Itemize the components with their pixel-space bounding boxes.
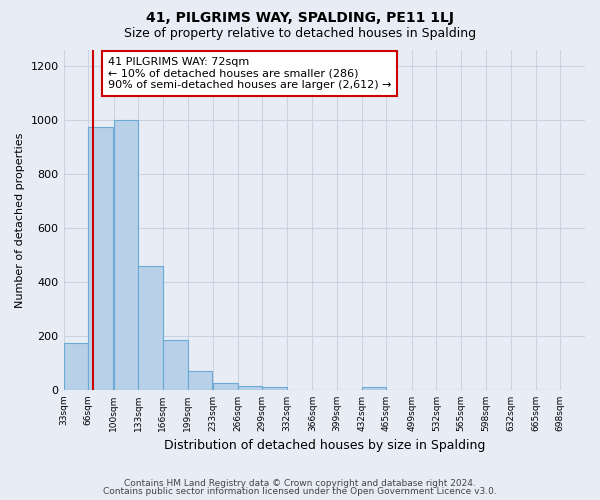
Bar: [138, 266, 163, 390]
Text: Contains HM Land Registry data © Crown copyright and database right 2024.: Contains HM Land Registry data © Crown c…: [124, 478, 476, 488]
Bar: [113, 120, 138, 390]
Bar: [262, 387, 287, 390]
Text: Size of property relative to detached houses in Spalding: Size of property relative to detached ho…: [124, 28, 476, 40]
Y-axis label: Number of detached properties: Number of detached properties: [15, 132, 25, 308]
Text: Contains public sector information licensed under the Open Government Licence v3: Contains public sector information licen…: [103, 487, 497, 496]
Bar: [88, 127, 113, 390]
Bar: [64, 342, 88, 390]
Text: 41 PILGRIMS WAY: 72sqm
← 10% of detached houses are smaller (286)
90% of semi-de: 41 PILGRIMS WAY: 72sqm ← 10% of detached…: [107, 56, 391, 90]
Bar: [188, 371, 212, 390]
Bar: [362, 387, 386, 390]
Bar: [238, 386, 262, 390]
X-axis label: Distribution of detached houses by size in Spalding: Distribution of detached houses by size …: [164, 440, 485, 452]
Bar: [163, 340, 188, 390]
Text: 41, PILGRIMS WAY, SPALDING, PE11 1LJ: 41, PILGRIMS WAY, SPALDING, PE11 1LJ: [146, 11, 454, 25]
Bar: [213, 383, 238, 390]
